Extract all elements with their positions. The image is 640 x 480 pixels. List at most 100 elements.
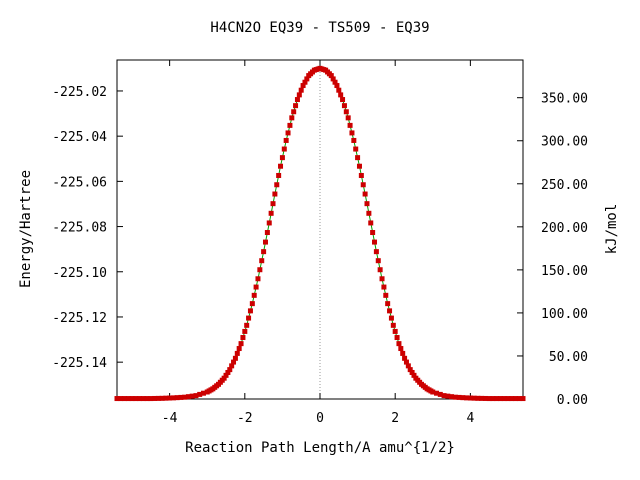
y-axis-ticks: -225.02 -225.04 -225.06 -225.08 -225.10 -225.… [52, 85, 123, 371]
data-point [366, 210, 372, 216]
x-axis-ticks: -4 -2 0 2 4 [162, 60, 474, 426]
y2-tick-label: 150.00 [541, 264, 588, 279]
data-point [144, 396, 150, 402]
data-point [328, 73, 334, 79]
data-point [261, 249, 267, 255]
y2-tick-label: 350.00 [541, 92, 588, 107]
x-tick-label: 0 [316, 411, 324, 426]
data-point [227, 367, 233, 373]
data-point [437, 391, 443, 397]
data-point [497, 396, 503, 402]
x-axis-label: Reaction Path Length/A amu^{1/2} [185, 440, 455, 456]
data-point [494, 396, 500, 402]
data-point [293, 103, 299, 109]
data-point [343, 109, 349, 115]
data-point [362, 191, 368, 197]
data-point [356, 163, 362, 169]
data-point [467, 395, 473, 401]
data-point [392, 328, 398, 334]
data-point [285, 130, 291, 136]
data-point [270, 201, 276, 207]
data-point [338, 92, 344, 98]
data-point [475, 395, 481, 401]
data-point [268, 210, 274, 216]
data-point [174, 395, 180, 401]
data-point [482, 395, 488, 401]
data-point [471, 395, 477, 401]
data-point [114, 396, 120, 402]
data-point [387, 308, 393, 314]
data-point [394, 335, 400, 341]
data-point [262, 239, 268, 245]
data-point [163, 395, 169, 401]
data-point [434, 390, 440, 396]
data-point [302, 79, 308, 85]
y-tick-label: -225.04 [52, 130, 107, 145]
data-point [125, 396, 131, 402]
data-point [452, 394, 458, 400]
data-point [122, 396, 128, 402]
data-point [370, 230, 376, 236]
data-point [411, 372, 417, 378]
data-point [349, 130, 355, 136]
data-point [385, 301, 391, 307]
data-point [347, 122, 353, 128]
y2-axis-ticks: 0.00 50.00 100.00 150.00 200.00 250.00 300.00 3… [517, 92, 588, 408]
y2-tick-label: 300.00 [541, 135, 588, 150]
data-point [383, 292, 389, 298]
data-point [287, 122, 293, 128]
data-point [509, 396, 515, 402]
data-point [240, 335, 246, 341]
data-point [278, 163, 284, 169]
data-point [197, 391, 203, 397]
data-point [368, 220, 374, 226]
data-point [340, 97, 346, 103]
data-point [294, 97, 300, 103]
data-point [490, 396, 496, 402]
data-point [129, 396, 135, 402]
data-point [182, 394, 188, 400]
data-point [381, 284, 387, 290]
data-point [272, 191, 278, 197]
data-point [232, 355, 238, 361]
data-point [133, 396, 139, 402]
data-point [167, 395, 173, 401]
data-point [336, 87, 342, 93]
data-point [360, 182, 366, 188]
data-point [251, 292, 257, 298]
y-tick-label: -225.10 [52, 266, 107, 281]
data-point [223, 372, 229, 378]
data-point [464, 395, 470, 401]
data-point [244, 322, 250, 328]
data-point [274, 182, 280, 188]
data-point [170, 395, 176, 401]
y-tick-label: -225.02 [52, 85, 107, 100]
data-point [501, 396, 507, 402]
data-point [377, 267, 383, 273]
data-point [460, 395, 466, 401]
data-point [388, 315, 394, 321]
data-point [137, 396, 143, 402]
chart-title: H4CN2O EQ39 - TS509 - EQ39 [210, 20, 429, 36]
data-point [253, 284, 259, 290]
data-point [231, 359, 237, 365]
data-point [118, 396, 124, 402]
data-point [148, 396, 154, 402]
data-point [407, 367, 413, 373]
data-point [398, 346, 404, 352]
y2-tick-label: 50.00 [549, 350, 588, 365]
data-point [283, 137, 289, 143]
data-point [140, 396, 146, 402]
data-point [390, 322, 396, 328]
energy-curve-markers [114, 65, 526, 402]
data-point [334, 83, 340, 89]
data-point [296, 92, 302, 98]
data-point [234, 350, 240, 356]
data-point [242, 328, 248, 334]
data-point [345, 115, 351, 121]
data-point [304, 76, 310, 82]
y-tick-label: -225.06 [52, 175, 107, 190]
data-point [375, 258, 381, 264]
data-point [225, 369, 231, 375]
